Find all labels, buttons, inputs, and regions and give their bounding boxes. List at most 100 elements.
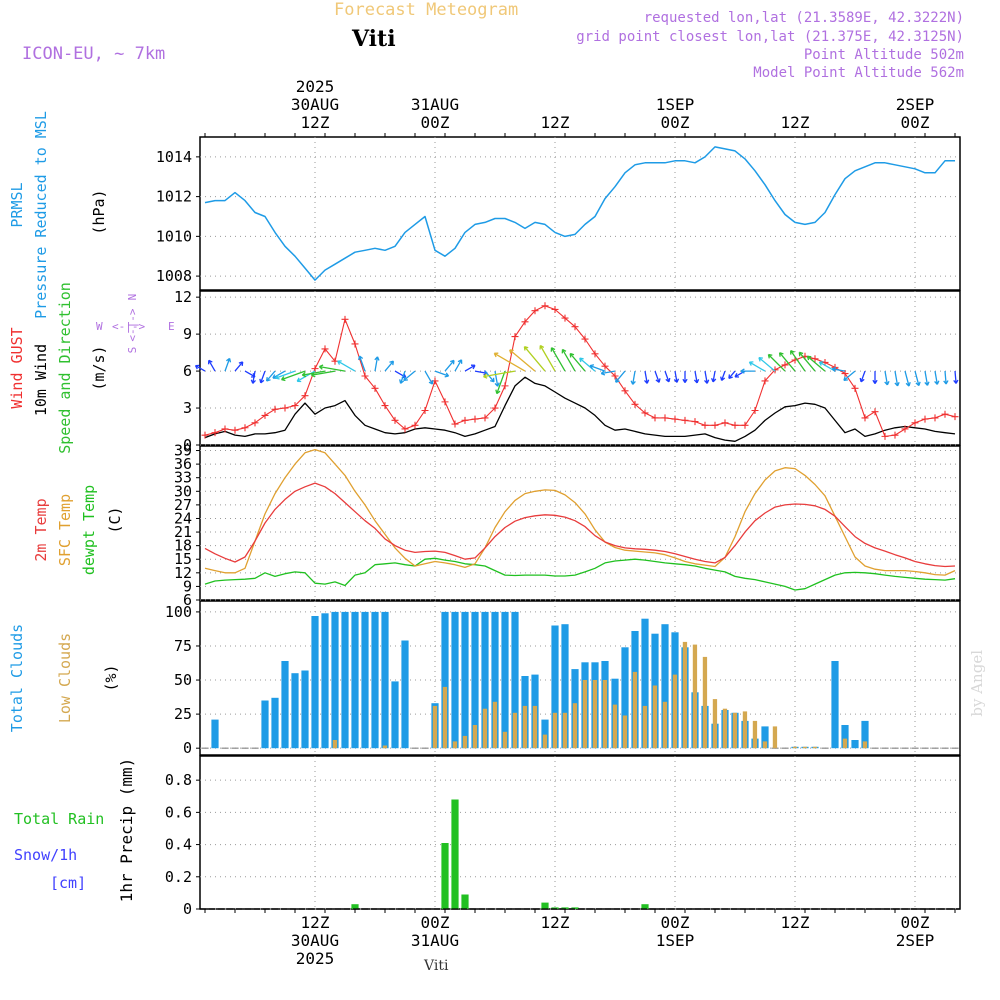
low-cloud-bar [502, 731, 508, 749]
wind-direction-arrow [550, 347, 566, 372]
total-cloud-bar [211, 719, 219, 749]
wind-direction-arrow [224, 357, 232, 372]
low-cloud-bar [632, 671, 638, 749]
gust-marker [911, 419, 919, 427]
wind-direction-arrow [790, 349, 806, 372]
y-tick-label-wind: 3 [183, 399, 192, 417]
gust-marker [531, 307, 539, 315]
gust-marker [231, 426, 239, 434]
panel-frame-precip [199, 755, 961, 910]
wind-direction-arrow [644, 370, 650, 384]
total-cloud-bar [541, 719, 549, 749]
wind-direction-arrow [664, 370, 671, 383]
total-cloud-bar [841, 725, 849, 749]
rain-bar [351, 904, 359, 909]
total-cloud-bar [641, 618, 649, 749]
wind-direction-arrow [872, 371, 878, 384]
wind-direction-arrow [778, 352, 796, 372]
gust-marker [331, 357, 339, 365]
total-cloud-bar [621, 647, 629, 749]
total-cloud-bar [271, 697, 279, 749]
low-cloud-bar [682, 641, 688, 749]
gust-marker [411, 421, 419, 429]
gust-marker [691, 418, 699, 426]
rain-bar [561, 907, 569, 909]
total-cloud-bar [441, 611, 449, 749]
total-cloud-bar [511, 611, 519, 749]
y-tick-label-clouds: 25 [174, 705, 192, 723]
low-cloud-bar [712, 699, 718, 749]
gust-marker [261, 411, 269, 419]
low-cloud-bar [562, 712, 568, 749]
top-time-label: 12Z [781, 113, 810, 132]
low-cloud-bar [622, 715, 628, 749]
gust-marker [381, 402, 389, 410]
wind-direction-arrow [654, 370, 661, 383]
compass-e: E [168, 320, 175, 333]
total-cloud-bar [301, 670, 309, 749]
temp-2m-line [204, 482, 956, 568]
gust-marker [711, 421, 719, 429]
wind-direction-arrow [758, 356, 776, 372]
panel-frame-wind [199, 290, 961, 446]
gust-marker [621, 387, 629, 395]
gust-marker [471, 415, 479, 423]
rain-bar [451, 799, 459, 909]
wind-direction-arrow [337, 360, 356, 372]
gust-marker [581, 335, 589, 343]
y-tick-label-clouds: 100 [165, 603, 192, 621]
y-tick-label-temp: 15 [174, 550, 192, 568]
wind-direction-arrow [767, 353, 786, 372]
total-cloud-bar [321, 613, 329, 749]
low-cloud-bar [472, 725, 478, 749]
low-cloud-bar [692, 644, 698, 749]
total-cloud-bar [861, 720, 869, 749]
total-cloud-bar [831, 661, 839, 749]
wind-direction-arrow [464, 364, 476, 372]
wind-direction-arrow [600, 370, 616, 376]
gust-marker [351, 340, 359, 348]
bottom-time-label: 00Z [421, 913, 450, 932]
y-tick-label-temp: 24 [174, 509, 192, 527]
wind-direction-arrow [924, 370, 930, 386]
low-cloud-bar [802, 746, 808, 749]
gust-marker [931, 414, 939, 422]
wind-direction-arrow [748, 361, 766, 372]
low-cloud-bar [652, 685, 658, 749]
top-time-label: 2025 [296, 77, 335, 96]
wind-direction-arrow [280, 370, 306, 382]
y-tick-label-wind: 6 [183, 362, 192, 380]
gust-marker [421, 407, 429, 415]
footer-station: Viti [424, 958, 449, 974]
y-tick-label-temp: 9 [183, 577, 192, 595]
sfc-temp-line [204, 448, 956, 576]
total-cloud-bar [551, 625, 559, 749]
wind-direction-arrow [798, 351, 816, 372]
gust-marker [281, 404, 289, 412]
total-cloud-bar [261, 700, 269, 749]
gust-marker [371, 384, 379, 392]
low-cloud-bar [432, 705, 438, 749]
y-tick-label-temp: 12 [174, 564, 192, 582]
wind-direction-arrow [310, 370, 336, 378]
top-time-label: 12Z [541, 113, 570, 132]
rain-bar [461, 894, 469, 909]
gust-marker [491, 404, 499, 412]
wind-direction-arrow [494, 370, 500, 387]
gust-marker [721, 419, 729, 427]
gust-marker [741, 421, 749, 429]
total-cloud-bar [371, 611, 379, 749]
low-cloud-bar [842, 738, 848, 749]
label-sfc-temp: SFC Temp [56, 494, 74, 566]
wind-direction-arrow [250, 370, 256, 384]
gust-marker [311, 365, 319, 373]
y-tick-label-temp: 18 [174, 537, 192, 555]
label-temp-unit: (C) [106, 506, 124, 533]
wind-direction-arrow [374, 356, 380, 372]
gust-marker [441, 398, 449, 406]
low-cloud-bar [722, 708, 728, 749]
gust-marker [851, 384, 859, 392]
wind-speed-line [204, 376, 956, 442]
bottom-time-label: 12Z [781, 913, 810, 932]
label-2m-temp: 2m Temp [32, 498, 50, 561]
